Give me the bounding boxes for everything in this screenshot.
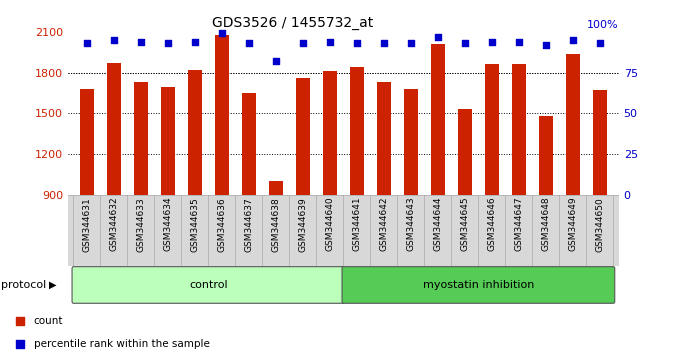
Text: GSM344638: GSM344638 <box>271 197 280 252</box>
Text: GSM344648: GSM344648 <box>541 197 550 251</box>
Text: control: control <box>189 280 228 290</box>
Text: percentile rank within the sample: percentile rank within the sample <box>34 339 209 349</box>
Bar <box>215 35 228 195</box>
Bar <box>161 87 175 195</box>
Text: GSM344641: GSM344641 <box>352 197 361 251</box>
Point <box>135 39 146 45</box>
Point <box>460 40 471 46</box>
Bar <box>485 64 498 195</box>
Text: 100%: 100% <box>587 20 619 30</box>
Text: protocol: protocol <box>1 280 46 290</box>
Point <box>109 37 120 43</box>
FancyBboxPatch shape <box>342 267 615 303</box>
Point <box>190 39 201 45</box>
Text: myostatin inhibition: myostatin inhibition <box>423 280 534 290</box>
Point <box>243 40 254 46</box>
Bar <box>350 67 364 195</box>
Point <box>352 40 362 46</box>
Point <box>513 39 524 45</box>
FancyBboxPatch shape <box>72 267 345 303</box>
Point <box>15 318 26 324</box>
Text: GSM344644: GSM344644 <box>433 197 443 251</box>
Text: GSM344634: GSM344634 <box>163 197 173 251</box>
Point <box>82 40 92 46</box>
Bar <box>107 63 120 195</box>
Text: GSM344633: GSM344633 <box>137 197 146 252</box>
Point <box>216 31 227 36</box>
Text: GSM344650: GSM344650 <box>596 197 605 252</box>
Bar <box>593 90 607 195</box>
Bar <box>296 78 309 195</box>
Text: GSM344637: GSM344637 <box>244 197 254 252</box>
Point <box>594 40 605 46</box>
Bar <box>80 89 94 195</box>
Text: GSM344643: GSM344643 <box>407 197 415 251</box>
Point <box>297 40 308 46</box>
Bar <box>458 109 472 195</box>
Bar <box>377 82 390 195</box>
Bar <box>134 82 148 195</box>
Text: GSM344649: GSM344649 <box>568 197 577 251</box>
Text: GSM344642: GSM344642 <box>379 197 388 251</box>
Text: GSM344647: GSM344647 <box>514 197 524 251</box>
Point <box>486 39 497 45</box>
Bar <box>566 53 579 195</box>
Point <box>271 58 282 64</box>
Text: GSM344632: GSM344632 <box>109 197 118 251</box>
Point <box>405 40 416 46</box>
Point <box>324 39 335 45</box>
Point <box>541 42 551 48</box>
Point <box>163 40 173 46</box>
Bar <box>539 116 553 195</box>
Bar <box>431 44 445 195</box>
Text: ▶: ▶ <box>49 280 56 290</box>
Bar <box>512 64 526 195</box>
Text: GSM344646: GSM344646 <box>488 197 496 251</box>
Bar <box>188 70 202 195</box>
Text: GSM344645: GSM344645 <box>460 197 469 251</box>
Point <box>568 37 579 43</box>
Text: GSM344636: GSM344636 <box>218 197 226 252</box>
Point <box>432 34 443 40</box>
Text: GDS3526 / 1455732_at: GDS3526 / 1455732_at <box>211 16 373 30</box>
Text: count: count <box>34 316 63 326</box>
Text: GSM344640: GSM344640 <box>326 197 335 251</box>
Point <box>379 40 390 46</box>
Text: GSM344639: GSM344639 <box>299 197 307 252</box>
Bar <box>269 181 283 195</box>
Bar <box>323 71 337 195</box>
Bar <box>404 89 418 195</box>
Bar <box>242 93 256 195</box>
Point <box>15 341 26 347</box>
Text: GSM344635: GSM344635 <box>190 197 199 252</box>
Text: GSM344631: GSM344631 <box>82 197 91 252</box>
